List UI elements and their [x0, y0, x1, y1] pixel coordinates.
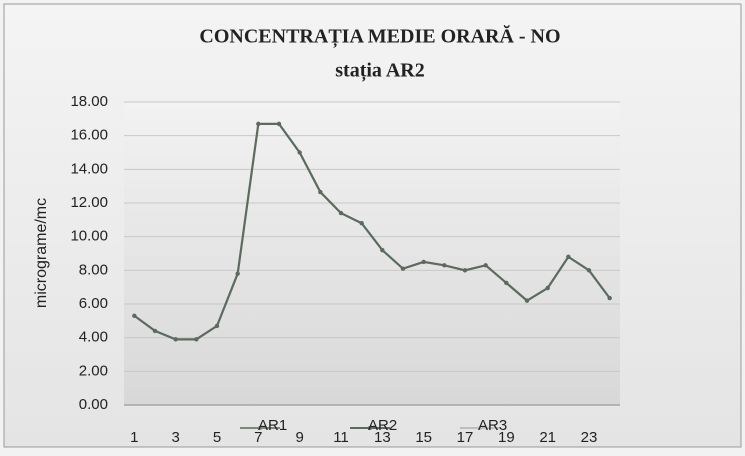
point [421, 259, 426, 265]
point [132, 313, 137, 318]
x-tick-label: 3 [171, 429, 179, 446]
plot-area [124, 102, 620, 405]
x-tick-label: 21 [539, 429, 556, 446]
y-tick-label: 16.00 [70, 127, 108, 144]
point [524, 298, 530, 303]
chart-title: CONCENTRAȚIA MEDIE ORARĂ - NO [199, 24, 560, 49]
point [462, 268, 468, 273]
x-tick-label: 11 [333, 429, 349, 446]
y-tick-label: 8.00 [79, 261, 108, 278]
x-tick-label: 13 [374, 429, 391, 446]
point [566, 254, 571, 260]
point [318, 189, 323, 195]
y-axis-label: micrograme/mc [33, 198, 50, 308]
point [504, 280, 509, 286]
point [586, 268, 592, 273]
x-tick-label: 19 [498, 429, 515, 446]
x-tick-label: 7 [254, 429, 262, 446]
point [607, 295, 612, 301]
x-tick-label: 23 [581, 429, 598, 446]
y-tick-label: 6.00 [79, 295, 108, 312]
legend-marker [258, 426, 262, 430]
x-tick-label: 17 [457, 429, 474, 446]
series-line [133, 122, 611, 341]
point [359, 221, 364, 226]
point [235, 271, 240, 276]
x-tick-label: 9 [295, 429, 303, 446]
point [152, 328, 158, 334]
x-tick-label: 1 [130, 429, 138, 446]
y-tick-label: 2.00 [79, 362, 108, 379]
legend-label: AR3 [478, 417, 507, 434]
y-tick-label: 14.00 [70, 160, 108, 177]
x-tick-label: 15 [415, 429, 432, 446]
point [442, 263, 447, 268]
x-tick-label: 5 [213, 429, 221, 446]
point [338, 210, 344, 216]
y-tick-label: 12.00 [70, 194, 108, 211]
point [400, 266, 406, 271]
point [380, 247, 385, 253]
legend-marker [368, 426, 372, 430]
legend-label: AR2 [368, 417, 397, 434]
point [276, 121, 282, 127]
y-tick-label: 0.00 [79, 396, 108, 413]
y-tick-label: 18.00 [70, 93, 108, 110]
point [194, 337, 199, 342]
legend-label: AR1 [258, 417, 287, 434]
y-tick-label: 4.00 [79, 329, 108, 346]
y-tick-label: 10.00 [70, 228, 108, 245]
point [214, 323, 220, 329]
point [256, 121, 261, 127]
point [173, 337, 178, 342]
legend-marker [478, 426, 482, 430]
point [483, 263, 488, 268]
point [545, 285, 550, 291]
chart-subtitle: stația AR2 [335, 60, 424, 83]
point [297, 150, 302, 155]
